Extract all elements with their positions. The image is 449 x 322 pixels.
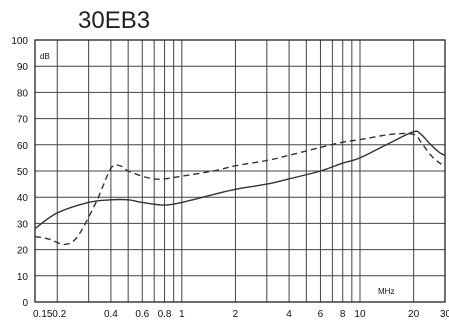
x-tick-label: 6 [318,309,324,320]
y-tick-label: 90 [17,62,29,73]
plot-frame [34,39,446,303]
y-tick-label: 10 [17,272,29,283]
y-unit-label: dB [40,52,50,61]
y-tick-label: 30 [17,219,29,230]
y-tick-label: 20 [17,246,29,257]
x-tick-label: 0.6 [135,309,149,320]
x-tick-label: 30 [440,309,449,320]
y-tick-label: 100 [11,36,28,47]
y-tick-label: 0 [22,298,28,309]
x-tick-label: 8 [340,309,346,320]
series-dashed-line [34,132,446,246]
y-tick-label: 60 [17,141,29,152]
x-tick-label: 10 [354,309,366,320]
x-tick-label: 2 [233,309,239,320]
x-tick-label: 4 [286,309,292,320]
x-tick-label: 0.8 [158,309,172,320]
x-tick-label: 0.15 [33,309,53,320]
y-tick-label: 40 [17,193,29,204]
x-tick-label: 1 [179,309,185,320]
x-unit-label: MHz [378,287,394,296]
x-tick-labels: 0.15 0.2 0.4 0.6 0.8 1 2 4 6 8 10 20 30 [33,309,449,320]
y-tick-label: 70 [17,115,29,126]
series-solid-line [34,130,446,230]
grid-lines [35,39,446,303]
y-tick-labels: 0 10 20 30 40 50 60 70 80 90 100 [11,36,28,309]
x-tick-label: 0.4 [104,309,118,320]
x-tick-label: 0.2 [52,309,66,320]
chart-title: 30EB3 [78,7,150,34]
y-tick-label: 50 [17,167,29,178]
y-tick-label: 80 [17,88,29,99]
series-layer [34,130,446,246]
x-tick-label: 20 [408,309,420,320]
